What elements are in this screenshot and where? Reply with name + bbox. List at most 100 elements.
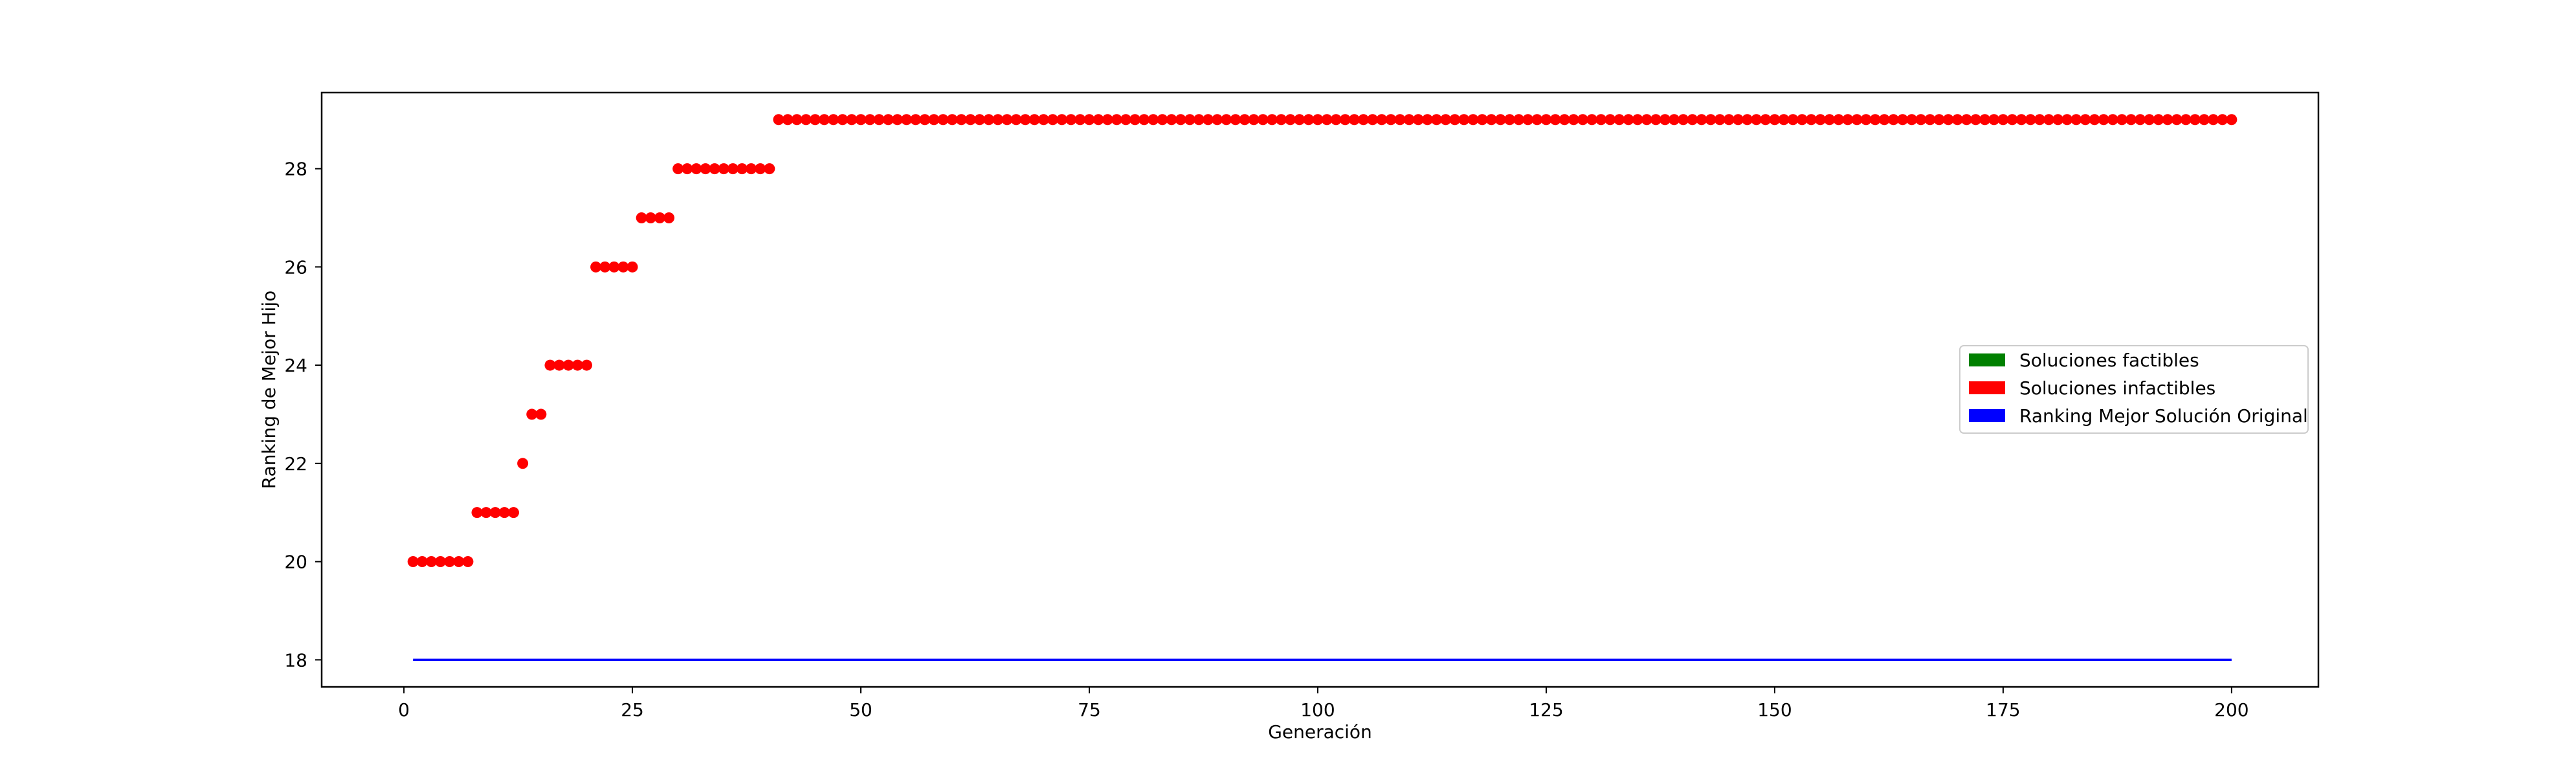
infeasible-point <box>736 163 748 175</box>
infeasible-point <box>2217 114 2228 126</box>
infeasible-point <box>937 114 949 126</box>
legend-label-original: Ranking Mejor Solución Original <box>2019 405 2308 427</box>
infeasible-point <box>581 359 592 371</box>
infeasible-point <box>2052 114 2064 126</box>
infeasible-point <box>480 507 492 519</box>
infeasible-point <box>1038 114 1049 126</box>
infeasible-point <box>1979 114 1991 126</box>
infeasible-point <box>974 114 986 126</box>
infeasible-point <box>1851 114 1863 126</box>
infeasible-point <box>1056 114 1068 126</box>
infeasible-point <box>1924 114 1936 126</box>
plot-frame <box>320 91 2320 688</box>
infeasible-point <box>1933 114 1945 126</box>
x-tick-label: 100 <box>1300 699 1335 721</box>
infeasible-point <box>782 114 794 126</box>
infeasible-point <box>425 556 437 568</box>
infeasible-point <box>2226 114 2237 126</box>
infeasible-point <box>1221 114 1232 126</box>
x-tick-label: 0 <box>398 699 410 721</box>
infeasible-point <box>1860 114 1872 126</box>
infeasible-point <box>416 556 428 568</box>
legend-item-infactibles: Soluciones infactibles <box>1969 377 2215 399</box>
infeasible-point <box>910 114 922 126</box>
infeasible-point <box>1604 114 1616 126</box>
infeasible-point <box>1230 114 1241 126</box>
infeasible-point <box>654 212 665 223</box>
infeasible-point <box>507 507 519 519</box>
infeasible-point <box>837 114 849 126</box>
infeasible-point <box>1166 114 1177 126</box>
x-tick-label: 150 <box>1757 699 1792 721</box>
infeasible-point <box>2006 114 2018 126</box>
infeasible-point <box>2171 114 2182 126</box>
infeasible-point <box>691 163 702 175</box>
infeasible-point <box>1403 114 1415 126</box>
infeasible-point <box>1577 114 1588 126</box>
infeasible-point <box>2116 114 2127 126</box>
infeasible-point <box>709 163 720 175</box>
infeasible-point <box>2061 114 2073 126</box>
infeasible-point <box>1010 114 1022 126</box>
infeasible-point <box>1175 114 1186 126</box>
infeasible-point <box>1001 114 1013 126</box>
infeasible-point <box>1842 114 1854 126</box>
x-tick-label: 50 <box>849 699 872 721</box>
infeasible-point <box>1467 114 1479 126</box>
infeasible-point <box>1723 114 1735 126</box>
infeasible-point <box>1796 114 1808 126</box>
infeasible-point <box>1138 114 1150 126</box>
infeasible-point <box>773 114 784 126</box>
infeasible-point <box>1906 114 1918 126</box>
infeasible-point <box>1732 114 1744 126</box>
infeasible-point <box>992 114 1004 126</box>
infeasible-point <box>1897 114 1909 126</box>
infeasible-point <box>1458 114 1470 126</box>
infeasible-point <box>1623 114 1634 126</box>
legend-item-original: Ranking Mejor Solución Original <box>1969 405 2308 427</box>
points-layer <box>407 114 2237 568</box>
infeasible-point <box>1705 114 1716 126</box>
infeasible-point <box>2043 114 2054 126</box>
infeasible-point <box>498 507 510 519</box>
infeasible-point <box>1385 114 1397 126</box>
infeasible-point <box>1559 114 1570 126</box>
infeasible-point <box>1074 114 1086 126</box>
x-tick-label: 175 <box>1986 699 2020 721</box>
infeasible-point <box>1294 114 1305 126</box>
infeasible-point <box>2089 114 2100 126</box>
infeasible-point <box>964 114 976 126</box>
infeasible-point <box>1266 114 1278 126</box>
infeasible-point <box>562 359 574 371</box>
infeasible-point <box>1678 114 1689 126</box>
infeasible-point <box>1742 114 1753 126</box>
infeasible-point <box>1285 114 1296 126</box>
y-tick-label: 24 <box>284 355 307 376</box>
infeasible-point <box>1476 114 1488 126</box>
infeasible-point <box>636 212 647 223</box>
infeasible-point <box>1047 114 1059 126</box>
infeasible-point <box>1148 114 1159 126</box>
infeasible-point <box>2189 114 2201 126</box>
infeasible-point <box>572 359 583 371</box>
infeasible-point <box>1193 114 1205 126</box>
infeasible-point <box>2199 114 2210 126</box>
infeasible-point <box>1485 114 1497 126</box>
infeasible-point <box>1440 114 1452 126</box>
infeasible-point <box>407 556 419 568</box>
infeasible-point <box>645 212 656 223</box>
infeasible-point <box>1549 114 1561 126</box>
infeasible-point <box>1815 114 1827 126</box>
infeasible-point <box>590 261 602 273</box>
infeasible-point <box>809 114 821 126</box>
y-axis: 18 20 22 24 26 28 <box>284 159 322 671</box>
infeasible-point <box>682 163 693 175</box>
infeasible-point <box>791 114 803 126</box>
infeasible-point <box>2153 114 2164 126</box>
infeasible-point <box>2107 114 2118 126</box>
infeasible-point <box>1595 114 1607 126</box>
infeasible-point <box>1421 114 1433 126</box>
infeasible-point <box>1751 114 1762 126</box>
infeasible-point <box>2162 114 2173 126</box>
infeasible-point <box>1614 114 1625 126</box>
